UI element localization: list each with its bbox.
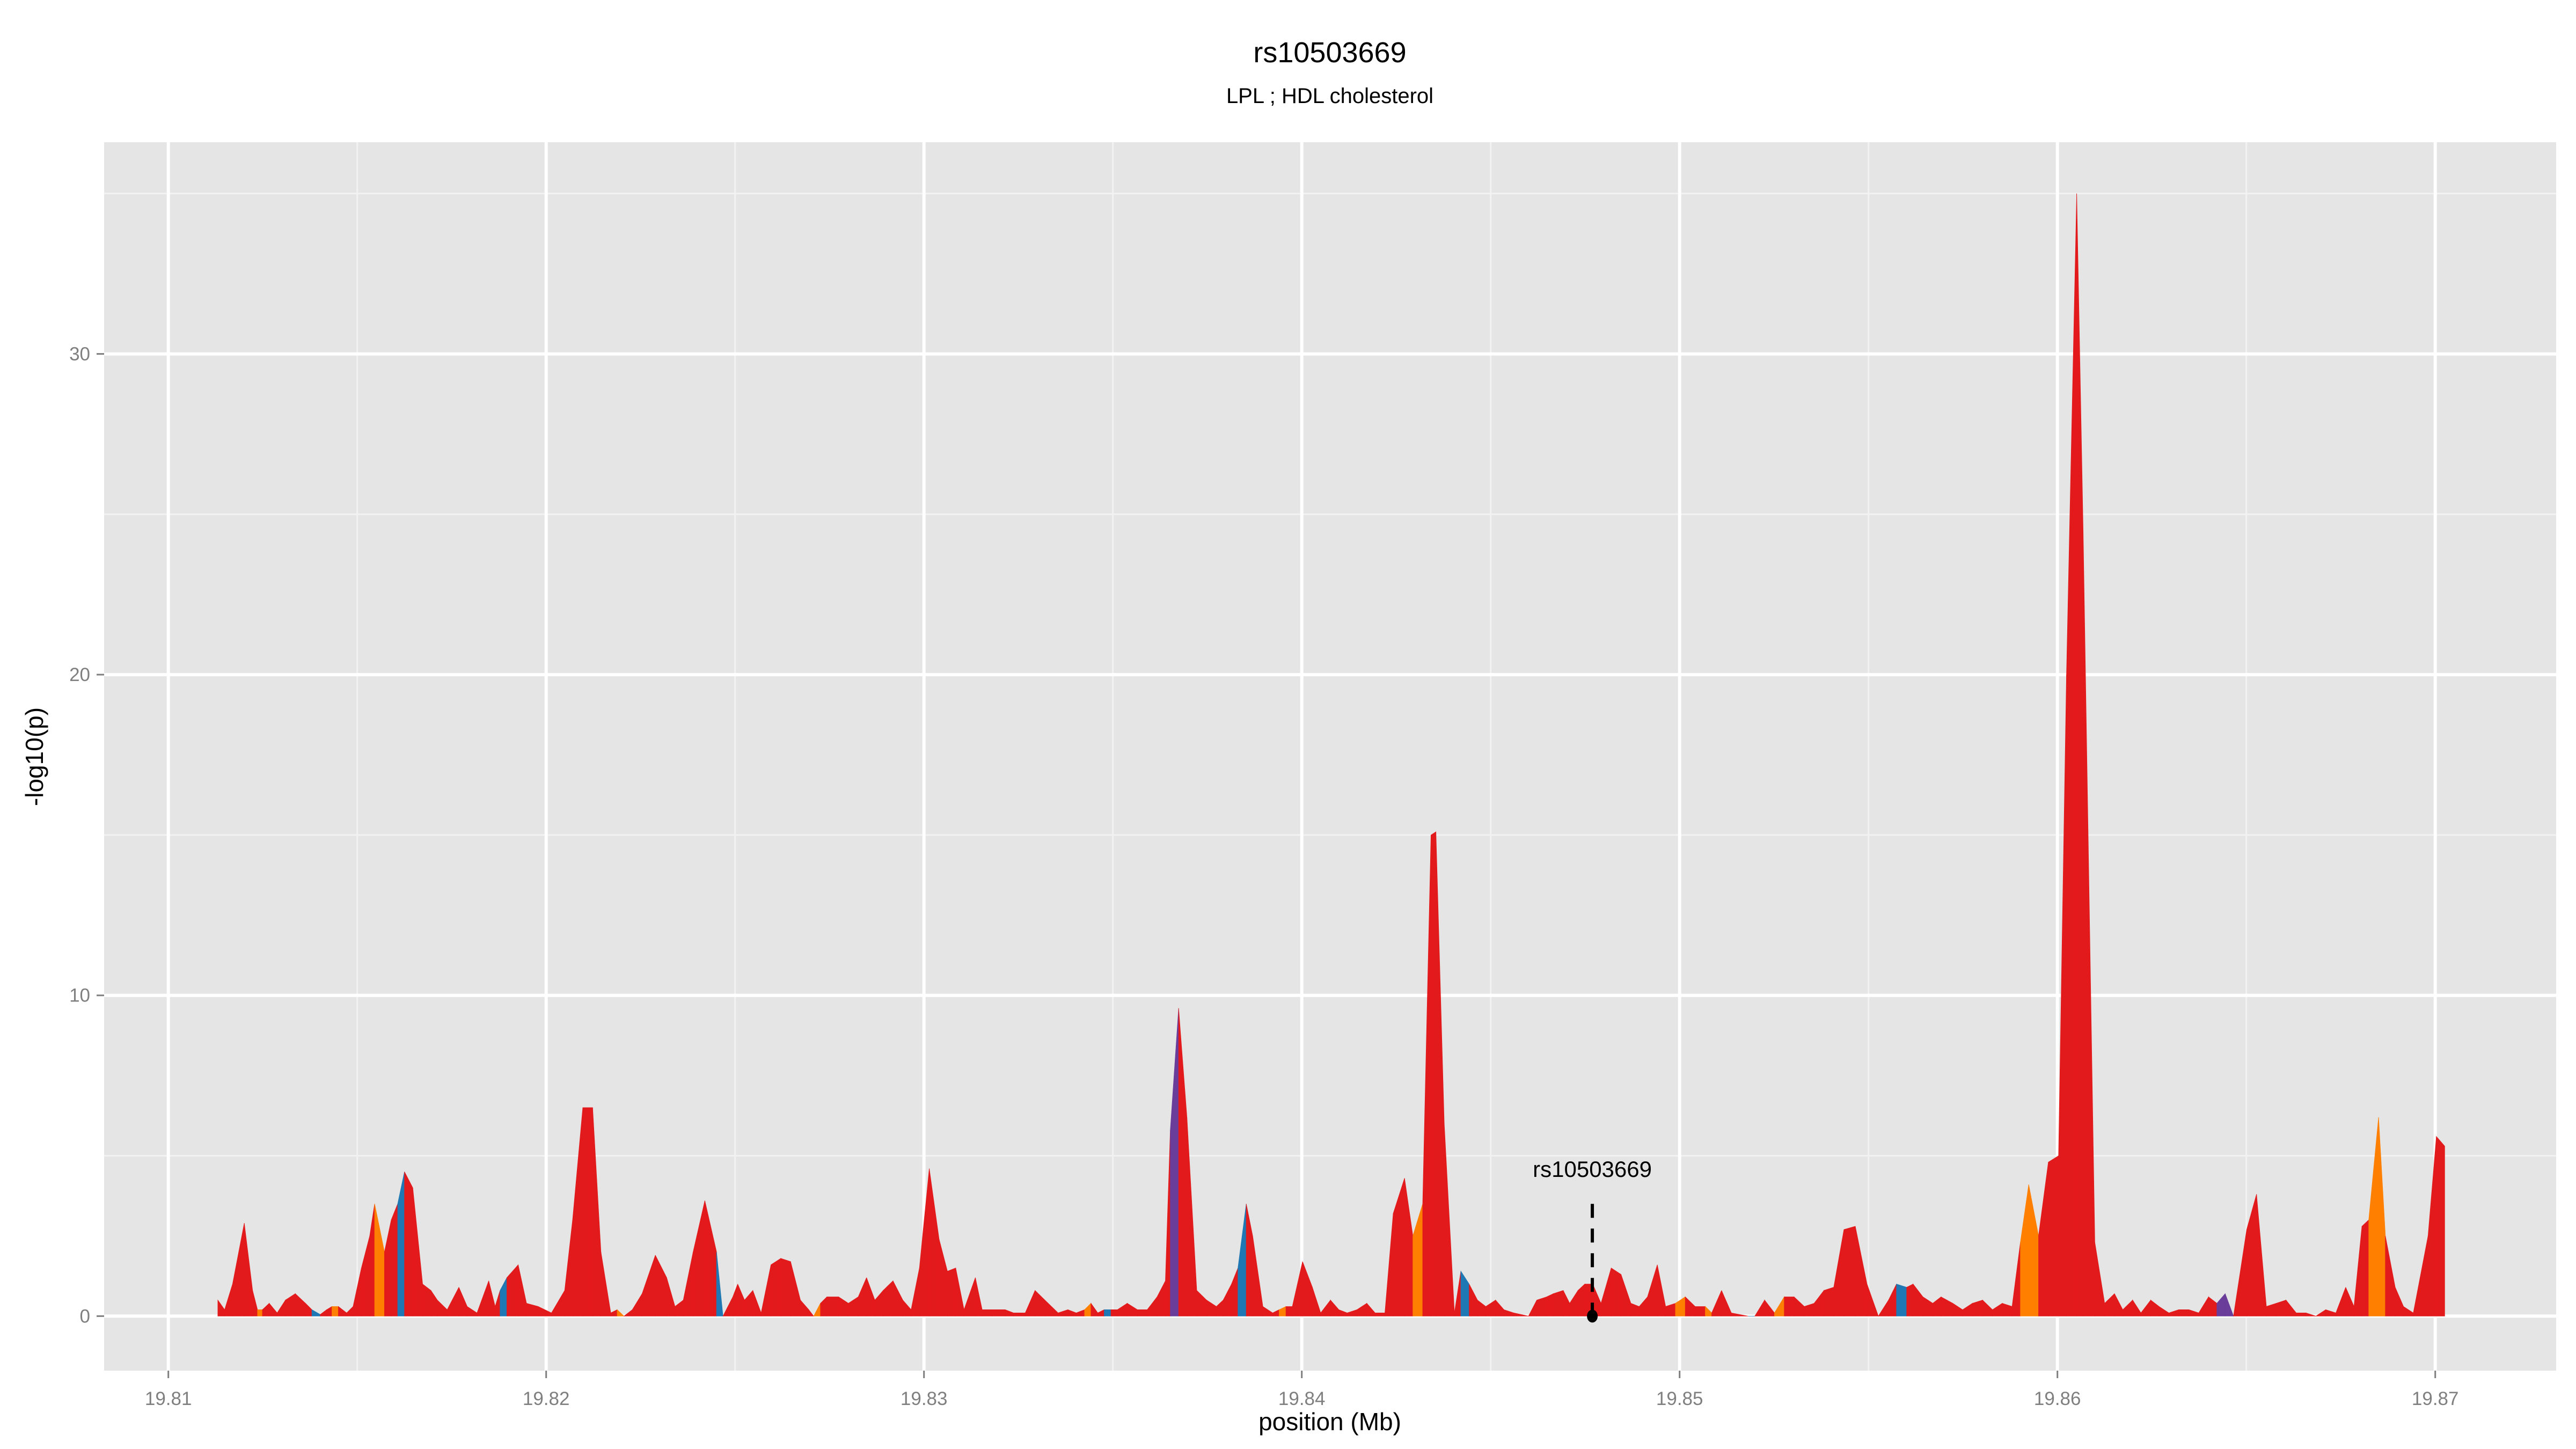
area-segment	[1553, 1290, 1564, 1316]
chart-subtitle: LPL ; HDL cholesterol	[1226, 84, 1433, 108]
x-tick-label: 19.85	[1656, 1388, 1703, 1409]
highlight-snp-point	[1587, 1309, 1598, 1323]
area-segment	[2224, 1293, 2234, 1316]
area-segment	[1546, 1293, 1554, 1316]
y-axis-title: -log10(p)	[20, 707, 48, 806]
area-segment	[808, 1309, 814, 1316]
area-segment	[617, 1309, 625, 1316]
highlight-snp-label: rs10503669	[1533, 1157, 1652, 1182]
highlight-snp: rs10503669	[1533, 1157, 1652, 1323]
area-segment	[2306, 1312, 2316, 1316]
area-segment	[332, 1306, 339, 1316]
area-segment	[1867, 1284, 1879, 1316]
chart-title: rs10503669	[1253, 36, 1406, 69]
area-segment	[2048, 1155, 2059, 1316]
area-segment	[1695, 1306, 1706, 1316]
area-segment	[947, 1268, 956, 1316]
area-segment	[1013, 1313, 1026, 1316]
area-segment	[1137, 1309, 1148, 1316]
area-segment	[1285, 1306, 1293, 1316]
area-segment	[1104, 1309, 1111, 1316]
area-segment	[2436, 1136, 2445, 1316]
y-tick-label: 10	[69, 985, 90, 1006]
x-tick-label: 19.83	[901, 1388, 948, 1409]
area-segment	[2296, 1313, 2307, 1316]
area-segment	[1896, 1284, 1907, 1316]
plot-panel	[104, 142, 2556, 1371]
area-segment	[1784, 1297, 1795, 1316]
area-segment	[982, 1309, 992, 1316]
area-segment	[771, 1258, 781, 1316]
area-segment	[582, 1107, 593, 1316]
area-segment	[1824, 1287, 1834, 1316]
area-segment	[716, 1252, 723, 1316]
area-segment	[1513, 1312, 1529, 1316]
association-area	[217, 193, 2445, 1316]
area-segment	[391, 1204, 398, 1316]
area-segment	[1431, 831, 1437, 1316]
y-tick-label: 0	[80, 1306, 90, 1327]
area-segment	[257, 1309, 263, 1316]
area-segment	[1843, 1226, 1856, 1316]
area-segment	[1731, 1312, 1748, 1316]
y-tick-label: 20	[69, 664, 90, 685]
area-segment	[2178, 1309, 2190, 1316]
area-segment	[1536, 1296, 1547, 1316]
area-segment	[1374, 1313, 1385, 1316]
area-segment	[992, 1309, 1006, 1316]
area-segment	[1611, 1268, 1621, 1316]
area-segment	[2361, 1219, 2369, 1316]
x-tick-label: 19.87	[2412, 1388, 2459, 1409]
y-tick-label: 30	[69, 343, 90, 364]
area-segment	[1110, 1309, 1118, 1316]
area-segment	[826, 1297, 839, 1316]
minor-gridlines	[104, 142, 2556, 1371]
area-segment	[780, 1258, 791, 1316]
x-tick-label: 19.81	[145, 1388, 192, 1409]
x-axis: 19.81 19.82 19.83 19.84 19.85 19.86 19.87	[145, 1371, 2459, 1409]
x-tick-label: 19.84	[1278, 1388, 1326, 1409]
x-axis-title: position (Mb)	[1258, 1408, 1401, 1436]
y-axis: 0 10 20 30	[69, 343, 104, 1327]
x-tick-label: 19.82	[523, 1388, 570, 1409]
area-segment	[1906, 1283, 1914, 1316]
area-segment	[404, 1172, 413, 1316]
x-tick-label: 19.86	[2034, 1388, 2081, 1409]
